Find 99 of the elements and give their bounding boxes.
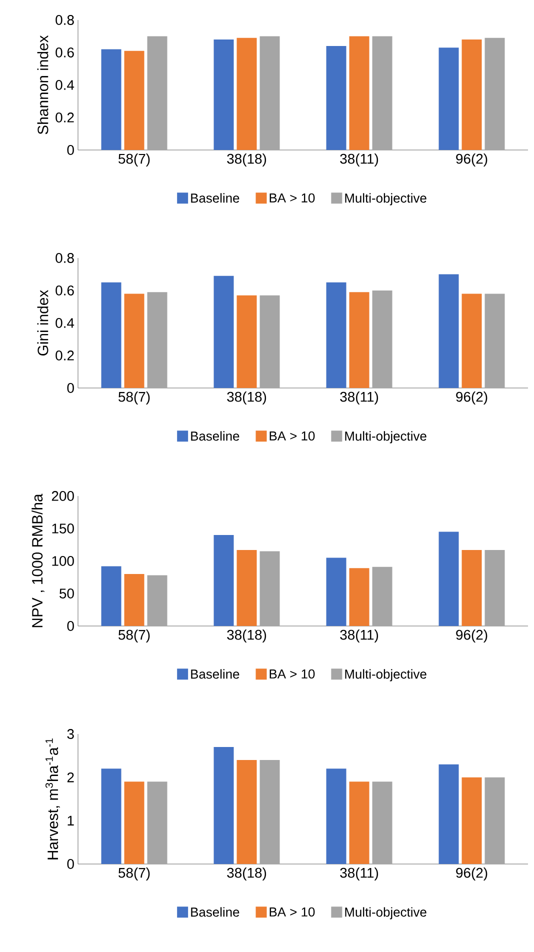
x-tick-label: 38(18) [227, 868, 266, 881]
bar [101, 768, 122, 864]
bar [462, 550, 482, 626]
y-tick-label: 0 [67, 383, 74, 393]
bar [147, 575, 168, 626]
y-tick-label: 0.6 [56, 286, 74, 296]
x-tick-label: 38(18) [227, 392, 266, 405]
bar [124, 782, 144, 864]
y-tick-label: 50 [60, 588, 74, 598]
legend-label: Baseline [191, 431, 240, 441]
y-tick-label: 0.2 [56, 350, 74, 360]
bar [260, 36, 280, 150]
x-tick-label: 38(11) [340, 392, 378, 405]
x-tick-label: 96(2) [456, 392, 488, 405]
bar [484, 294, 505, 388]
y-tick-label: 0.8 [56, 15, 74, 25]
bar [147, 292, 168, 388]
y-tick-label: 2 [67, 772, 74, 782]
x-tick-label: 96(2) [456, 868, 488, 881]
legend-label: Multi-objective [345, 431, 426, 444]
x-tick-label: 58(7) [118, 868, 150, 881]
bar [372, 290, 392, 388]
x-tick-label: 38(18) [227, 630, 266, 643]
bar [214, 276, 234, 388]
bar [101, 282, 122, 388]
bar [438, 532, 459, 626]
x-tick-label: 38(11) [340, 630, 378, 643]
bar [372, 566, 392, 626]
y-axis-title: Harvest, m$^{3}$ha$^{-1}$a$^{-1}$ [45, 738, 60, 860]
bar [462, 294, 482, 388]
y-axis-title: Gini index [37, 290, 48, 356]
bar [438, 48, 459, 150]
legend-label: BA > 10 [270, 907, 315, 917]
bar [484, 550, 505, 626]
x-tick-label: 58(7) [118, 630, 150, 643]
legend-label: Multi-objective [345, 907, 426, 920]
bar [214, 747, 234, 864]
bar [124, 50, 144, 150]
legend-label: BA > 10 [270, 193, 315, 203]
bar [326, 46, 346, 150]
x-tick-label: 58(7) [118, 392, 150, 405]
bar [326, 282, 346, 388]
x-tick-label: 38(11) [340, 868, 378, 881]
y-tick-label: 0 [67, 145, 74, 155]
legend-label: Baseline [191, 193, 240, 203]
x-tick-label: 58(7) [118, 154, 150, 167]
x-tick-label: 96(2) [456, 154, 488, 167]
bar [147, 36, 168, 150]
y-tick-label: 0 [67, 621, 74, 631]
bar [349, 568, 370, 626]
y-tick-label: 3 [67, 729, 74, 739]
bar [462, 777, 482, 864]
bar [236, 38, 257, 150]
bar [349, 782, 370, 864]
bar [326, 558, 346, 626]
y-axis-title: NPV , 1000 RMB/ha [32, 494, 44, 628]
y-tick-label: 150 [52, 524, 74, 534]
bar [438, 274, 459, 388]
bar [101, 49, 122, 150]
bar [484, 38, 505, 150]
y-tick-label: 0.4 [56, 80, 74, 90]
y-axis-title: Shannon index [37, 35, 48, 134]
y-tick-label: 100 [52, 556, 74, 566]
y-tick-label: 0 [67, 859, 74, 869]
bar [124, 574, 144, 626]
bar [372, 782, 392, 864]
bar [326, 768, 346, 864]
legend-label: Baseline [191, 907, 240, 917]
y-tick-label: 0.4 [56, 318, 74, 328]
bar [236, 760, 257, 864]
y-tick-label: 0.2 [56, 112, 74, 122]
x-tick-label: 96(2) [456, 630, 488, 643]
y-tick-label: 0.8 [56, 253, 74, 263]
bar [214, 535, 234, 626]
bar [438, 764, 459, 864]
bar [147, 782, 168, 864]
bar [260, 551, 280, 626]
bar [349, 292, 370, 388]
bar [124, 294, 144, 388]
bar [372, 36, 392, 150]
bar [236, 550, 257, 626]
legend-label: BA > 10 [270, 669, 315, 679]
x-tick-label: 38(11) [340, 154, 378, 167]
legend-label: Multi-objective [345, 193, 426, 206]
y-tick-label: 0.6 [56, 48, 74, 58]
legend-label: Baseline [191, 669, 240, 679]
bar [260, 760, 280, 864]
y-tick-label: 200 [52, 491, 74, 501]
y-tick-label: 1 [68, 816, 74, 826]
bar [462, 40, 482, 150]
bar [214, 40, 234, 150]
bar [484, 777, 505, 864]
legend-label: BA > 10 [270, 431, 315, 441]
x-tick-label: 38(18) [227, 154, 266, 167]
legend-label: Multi-objective [345, 669, 426, 682]
bar [101, 566, 122, 626]
bar [349, 36, 370, 150]
bar [236, 295, 257, 388]
bar [260, 295, 280, 388]
